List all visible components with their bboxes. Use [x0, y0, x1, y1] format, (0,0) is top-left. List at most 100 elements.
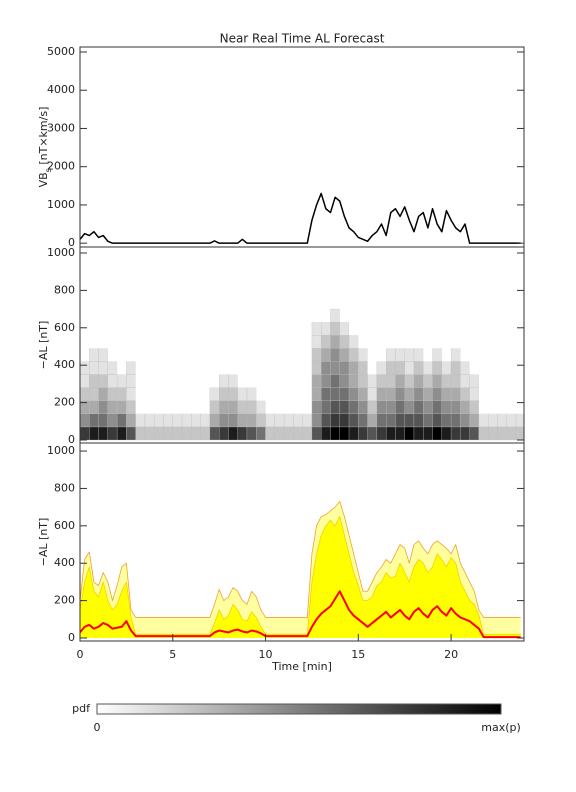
heat-cell	[265, 361, 275, 375]
heat-cell	[460, 348, 470, 362]
heat-cell	[135, 387, 145, 401]
heat-cell	[237, 374, 247, 388]
heat-cell	[89, 322, 99, 336]
heat-cell	[154, 387, 164, 401]
heat-cell	[172, 374, 183, 388]
heat-cell	[209, 413, 220, 428]
heat-cell	[432, 426, 442, 441]
colorbar-label: pdf	[72, 702, 91, 715]
heat-cell	[376, 400, 387, 414]
heat-cell	[172, 322, 183, 336]
heat-cell	[107, 361, 118, 375]
heat-cell	[339, 348, 350, 362]
heat-cell	[126, 309, 136, 323]
heat-cell	[395, 361, 405, 375]
heat-cell	[246, 413, 257, 428]
y-tick-label: 1000	[47, 198, 75, 211]
heat-cell	[191, 322, 201, 336]
y-tick-label: 4000	[47, 83, 75, 96]
heat-cell	[423, 400, 433, 414]
heat-cell	[209, 400, 220, 414]
heat-cell	[441, 374, 452, 388]
heat-cell	[478, 309, 489, 323]
heat-cell	[98, 426, 108, 441]
heat-cell	[413, 335, 424, 349]
heat-cell	[228, 426, 238, 441]
heat-cell	[339, 413, 350, 428]
heat-cell	[274, 374, 285, 388]
y-tick-label: 400	[54, 358, 75, 371]
heat-cell	[478, 426, 489, 441]
heat-cell	[237, 322, 247, 336]
heat-cell	[163, 413, 173, 428]
heat-cell	[385, 387, 396, 401]
heat-cell	[478, 400, 489, 414]
heat-cell	[116, 426, 127, 441]
heat-cell	[228, 400, 238, 414]
heat-cell	[117, 348, 127, 362]
heat-cell	[256, 374, 266, 388]
heat-cell	[126, 400, 136, 414]
heat-cell	[144, 413, 155, 428]
heat-cell	[284, 335, 294, 349]
heat-cell	[311, 361, 322, 375]
heat-cell	[293, 309, 303, 323]
heat-cell	[469, 400, 480, 414]
heat-cell	[144, 322, 155, 336]
heat-cell	[209, 335, 220, 349]
heat-cell	[488, 413, 498, 428]
heat-cell	[246, 361, 257, 375]
heat-cell	[497, 322, 507, 336]
x-axis-label: Time [min]	[271, 660, 332, 673]
heat-cell	[237, 348, 247, 362]
heat-cell	[385, 400, 396, 414]
heat-cell	[172, 335, 183, 349]
heat-cell	[246, 374, 257, 388]
heat-cell	[497, 400, 507, 414]
heat-cell	[80, 426, 90, 441]
heat-cell	[154, 374, 164, 388]
heat-cell	[349, 309, 359, 323]
heat-cell	[89, 309, 99, 323]
heat-cell	[126, 335, 136, 349]
heat-cell	[385, 374, 396, 388]
heat-cell	[144, 335, 155, 349]
heat-cell	[488, 335, 498, 349]
heat-cell	[450, 348, 461, 362]
heat-cell	[80, 309, 90, 323]
y-tick-label: 800	[54, 283, 75, 296]
heat-cell	[135, 361, 145, 375]
heat-cell	[80, 387, 90, 401]
heat-cell	[117, 361, 127, 375]
heat-cell	[321, 309, 331, 323]
heat-cell	[339, 322, 350, 336]
heat-cell	[302, 413, 313, 428]
heat-cell	[182, 309, 192, 323]
heat-cell	[395, 348, 405, 362]
heat-cell	[274, 361, 285, 375]
heat-cell	[246, 335, 257, 349]
heat-cell	[339, 374, 350, 388]
heat-cell	[80, 322, 90, 336]
heat-cell	[451, 335, 461, 349]
y-axis-label: −AL [nT]	[37, 321, 50, 370]
heat-cell	[116, 400, 127, 414]
heat-cell	[154, 348, 164, 362]
heat-cell	[256, 387, 266, 401]
y-tick-label: 800	[54, 481, 75, 494]
heat-cell	[460, 387, 470, 401]
heat-cell	[98, 335, 108, 349]
heat-cell	[154, 361, 164, 375]
heat-cell	[163, 426, 173, 441]
heat-cell	[460, 426, 470, 441]
heat-cell	[182, 374, 192, 388]
heat-cell	[506, 322, 517, 336]
heat-cell	[246, 309, 257, 323]
heat-cell	[376, 361, 387, 375]
heat-cell	[172, 309, 183, 323]
heat-cell	[265, 400, 275, 414]
heat-cell	[265, 374, 275, 388]
data-line	[80, 501, 521, 618]
heat-cell	[107, 374, 118, 388]
heat-cell	[182, 400, 192, 414]
